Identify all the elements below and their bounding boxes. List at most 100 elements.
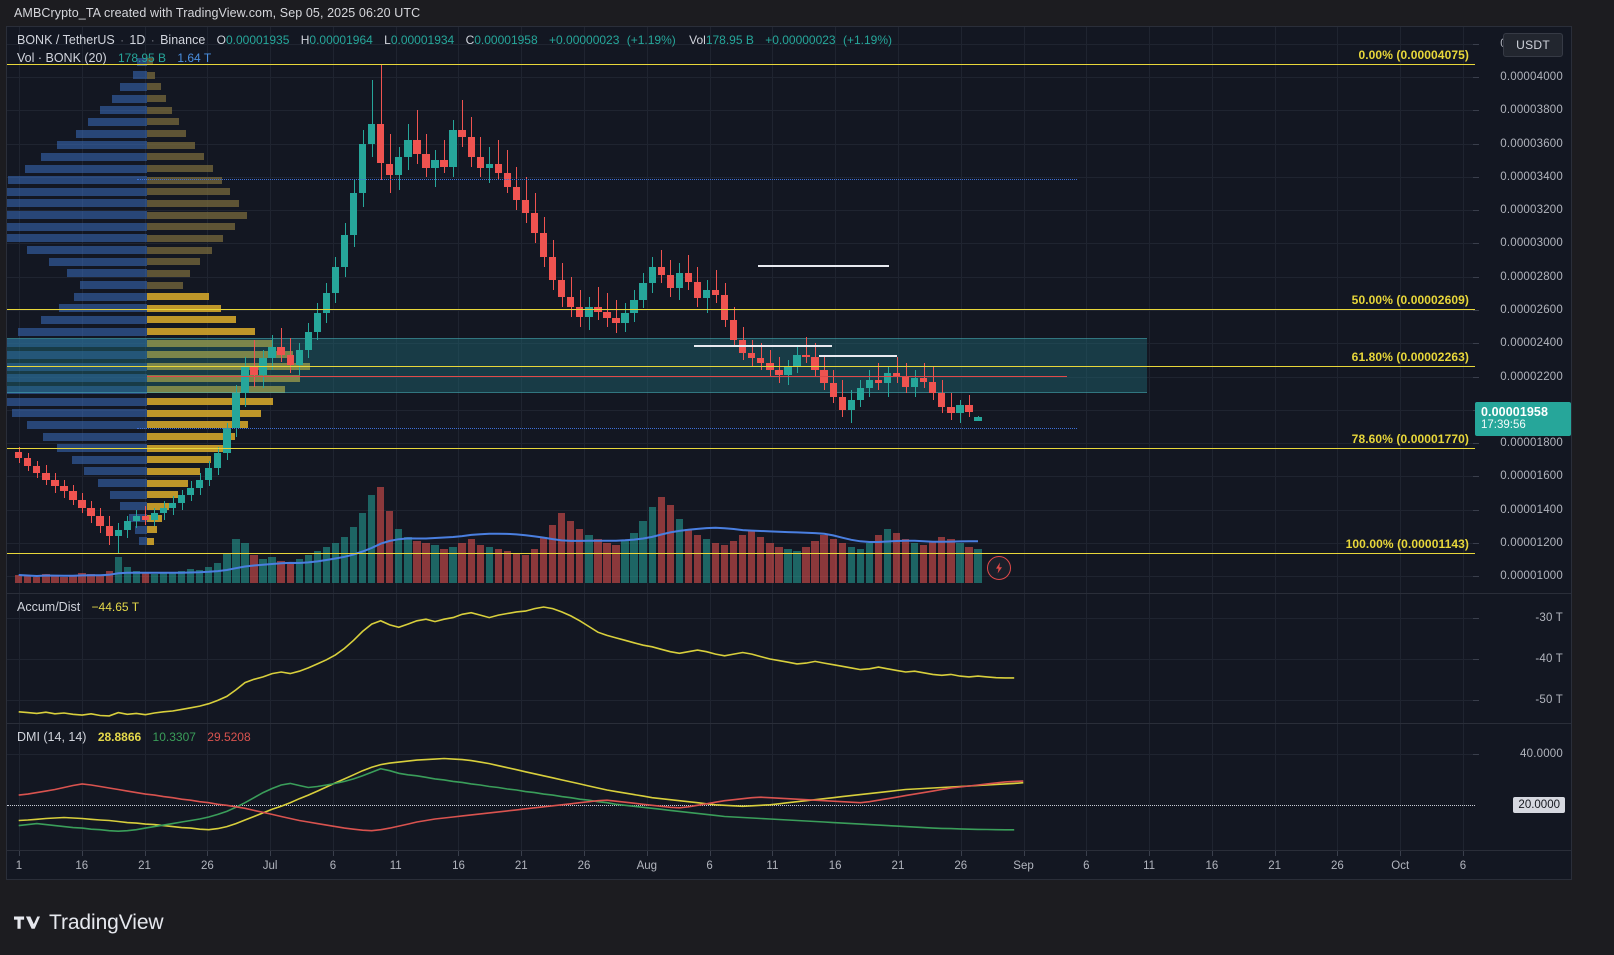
volume-bar [87,574,95,583]
red-level-line[interactable] [147,375,1067,377]
volume-bar [386,511,394,583]
volume-bar [177,571,186,583]
time-axis-tick-label: 26 [954,860,968,872]
accum-dist-pane[interactable]: -30 T -40 T -50 T Accum/Dist −44.65 T [7,593,1571,723]
volume-profile-bar [100,106,147,115]
volume-profile-bar-overlay [147,351,294,359]
price-axis-tick-label: 0.00003600 [1500,137,1563,150]
accum-dist-axis[interactable]: -30 T -40 T -50 T [1473,594,1571,723]
candle-wick [462,100,464,147]
time-axis[interactable]: 1 16 21 26 Jul 6 11 16 21 26 Aug 6 11 16 21 26 Sep 6 11 16 2… [7,850,1571,879]
price-tick-mark [1473,210,1479,212]
time-gridline [270,27,272,593]
volume-bar [739,535,747,583]
trend-line[interactable] [758,264,889,267]
volume-bar [42,574,50,583]
time-axis-tick-label: 11 [1143,860,1156,872]
time-gridline [897,724,899,850]
candle-wick [507,150,509,194]
symbol-title[interactable]: BONK / TetherUS [17,33,115,47]
accum-dist-plot-area[interactable] [7,594,1475,723]
time-gridline [772,594,774,723]
price-plot-area[interactable]: 0.00% (0.00004075) 50.00% (0.00002609) 61.… [7,27,1475,593]
fib-level-label: 78.60% (0.00001770) [1351,432,1469,447]
accum-dist-tick-mark [1473,659,1479,660]
volume-profile-bar-overlay [147,95,166,103]
time-gridline [897,27,899,593]
candle-wick [371,80,373,157]
time-axis-tick-label: Jul [262,860,278,872]
time-gridline [960,27,962,593]
dmi-adx-value: 28.8866 [97,730,142,744]
replay-lightning-icon[interactable] [987,556,1012,580]
candle-body [585,306,593,317]
fib-level-line[interactable] [7,64,1475,66]
candle-wick [118,523,120,554]
volume-profile-bar [7,374,147,383]
price-gridline [7,310,1475,311]
time-gridline [458,724,460,850]
fib-level-line[interactable] [7,366,1475,368]
dotted-support-resistance-line[interactable] [137,179,1077,181]
volume-bar [259,559,267,583]
dmi-legend[interactable]: DMI (14, 14) 28.8866 10.3307 29.5208 [17,730,251,744]
time-gridline [835,724,837,850]
volume-bar [431,545,439,583]
volume-bar [78,573,86,583]
volume-indicator-legend[interactable]: Vol · BONK (20) 178.95 B 1.64 T [17,51,211,65]
symbol-legend[interactable]: BONK / TetherUS · 1D · Binance O0.000019… [17,33,892,47]
price-pane[interactable]: 0.00% (0.00004075) 50.00% (0.00002609) 61.… [7,27,1571,593]
trend-line[interactable] [819,354,897,357]
dmi-plot-area[interactable] [7,724,1475,850]
fib-level-line[interactable] [7,448,1475,450]
fib-level-label: 100.00% (0.00001143) [1345,536,1469,551]
currency-chip[interactable]: USDT [1503,33,1563,57]
volume-profile-bar-overlay [147,141,196,149]
volume-bar [612,545,620,583]
supply-demand-zone[interactable] [7,338,1147,393]
volume-profile-bar-overlay [147,188,230,196]
accum-dist-name[interactable]: Accum/Dist [17,600,81,614]
volume-profile-bar [8,176,147,185]
trend-line[interactable] [694,344,832,347]
volume-bar [60,577,68,583]
dmi-name[interactable]: DMI (14, 14) [17,730,87,744]
volume-bar [69,575,77,583]
volume-profile-bar [132,71,147,80]
time-axis-tick-label: 16 [828,860,842,872]
time-tick-mark [144,851,146,856]
candle-body [313,313,322,332]
symbol-interval[interactable]: 1D [129,33,146,47]
volume-bar [512,553,521,583]
candle-body [159,508,168,514]
volume-bar [467,539,475,583]
symbol-exchange[interactable]: Binance [160,33,206,47]
volume-indicator-name[interactable]: Vol · BONK (20) [17,51,107,65]
volume-bar [558,513,566,583]
accum-dist-legend[interactable]: Accum/Dist −44.65 T [17,600,139,614]
price-gridline [7,76,1475,78]
time-gridline [1086,594,1088,723]
dmi-pane[interactable]: 40.0000 DMI (14, 14) 28.8866 10.3307 29.… [7,723,1571,850]
candle-body [539,233,548,257]
ohlc-high-value: 0.00001964 [309,33,373,47]
candle-body [494,163,503,174]
candle-body [223,428,231,454]
price-axis-tick-label: 0.00002800 [1500,270,1563,283]
candle-body [666,275,674,289]
time-tick-mark [1023,851,1025,856]
volume-profile-bar-overlay [147,386,285,394]
volume-profile-bar [136,57,147,66]
candle-body [657,266,665,276]
volume-bar [938,537,946,583]
time-gridline [458,27,460,593]
dotted-support-resistance-line[interactable] [137,428,1077,430]
fib-level-line[interactable] [7,552,1475,554]
fib-level-line[interactable] [7,308,1475,310]
volume-profile-bar-overlay [147,58,153,66]
price-tick-mark [1473,476,1479,478]
volume-bar [920,545,928,583]
time-gridline [332,724,334,850]
price-axis[interactable]: 0.000042000.000040000.000038000.00003600… [1473,27,1571,593]
dmi-axis[interactable]: 40.0000 [1473,724,1571,850]
